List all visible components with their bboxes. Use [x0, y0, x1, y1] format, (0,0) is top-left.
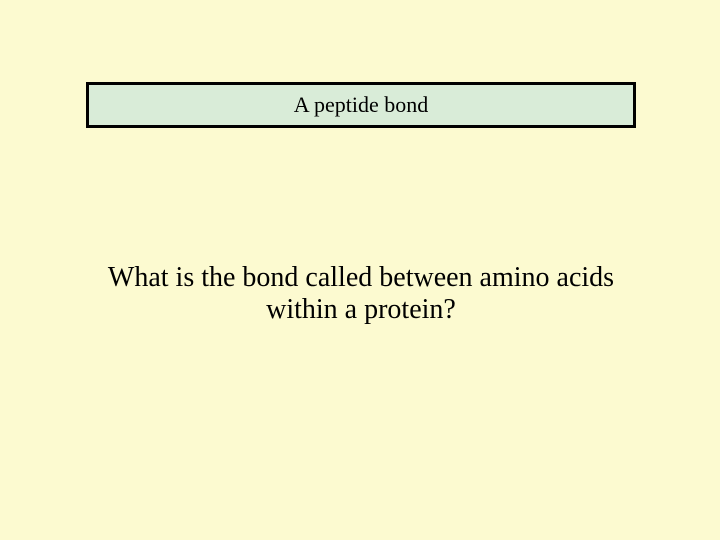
slide: A peptide bond What is the bond called b…: [0, 0, 720, 540]
answer-box: A peptide bond: [86, 82, 636, 128]
answer-text: A peptide bond: [294, 92, 428, 118]
question-text: What is the bond called between amino ac…: [96, 262, 626, 326]
